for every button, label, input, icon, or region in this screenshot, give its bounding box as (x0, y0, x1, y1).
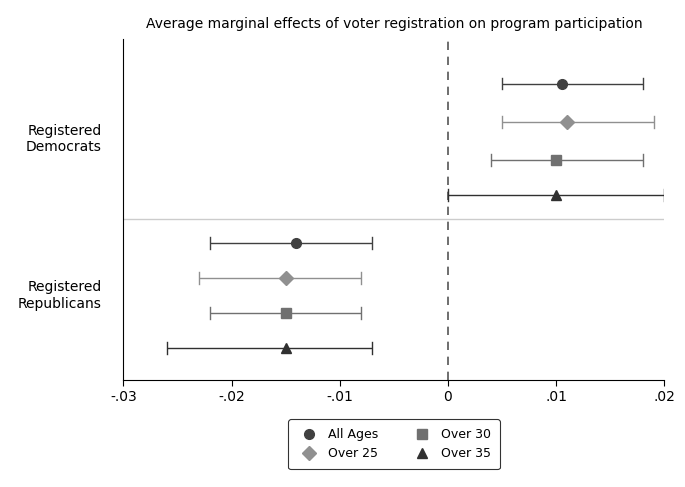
Text: Registered
Democrats: Registered Democrats (26, 124, 101, 154)
Title: Average marginal effects of voter registration on program participation: Average marginal effects of voter regist… (145, 17, 642, 31)
Legend: All Ages, Over 25, Over 30, Over 35: All Ages, Over 25, Over 30, Over 35 (288, 419, 499, 469)
Text: Registered
Republicans: Registered Republicans (18, 281, 101, 311)
